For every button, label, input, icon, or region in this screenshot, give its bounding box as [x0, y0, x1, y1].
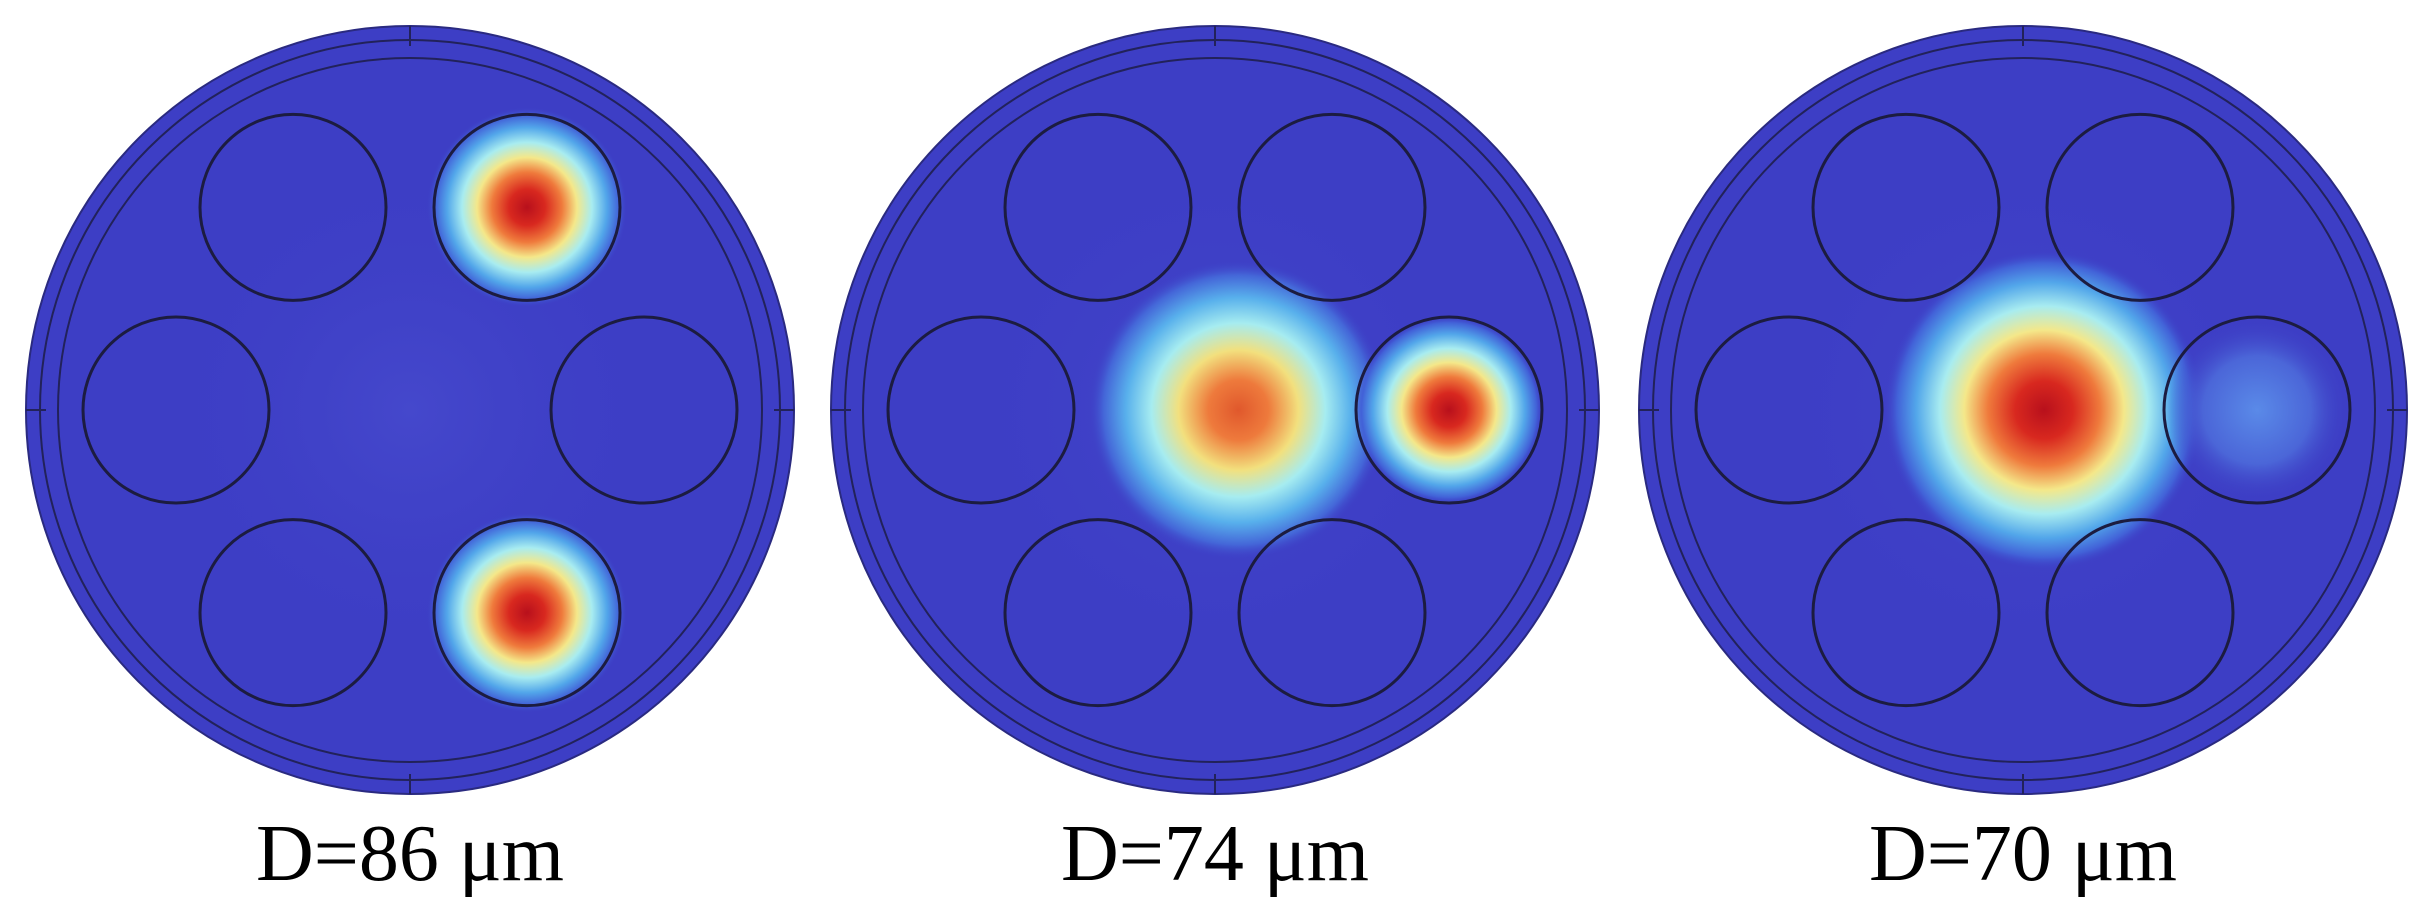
- mode-field: [427, 107, 627, 308]
- core: [886, 315, 1076, 505]
- core: [198, 112, 388, 302]
- panel-label: D=70 μm: [1869, 810, 2177, 898]
- core: [81, 315, 271, 505]
- core: [1237, 518, 1427, 708]
- mode-field: [2167, 320, 2347, 500]
- core: [1354, 315, 1544, 505]
- core: [2045, 518, 2235, 708]
- core: [1003, 112, 1193, 302]
- core: [1237, 112, 1427, 302]
- mode-field: [1088, 260, 1389, 560]
- core: [1694, 315, 1884, 505]
- core: [549, 315, 739, 505]
- mode-field: [1354, 315, 1544, 505]
- core: [198, 518, 388, 708]
- fiber-panel: D=86 μm: [25, 25, 795, 898]
- core: [1003, 518, 1193, 708]
- fiber-panel: D=70 μm: [1638, 25, 2408, 898]
- mode-field: [427, 512, 627, 713]
- core: [1811, 112, 2001, 302]
- core: [432, 518, 622, 708]
- mode-field: [1884, 250, 2205, 570]
- inner-ring: [862, 57, 1568, 763]
- core: [2045, 112, 2235, 302]
- panel-label: D=86 μm: [256, 810, 564, 898]
- core: [1811, 518, 2001, 708]
- panel-label: D=74 μm: [1061, 810, 1369, 898]
- core: [2162, 315, 2352, 505]
- inner-ring: [1670, 57, 2376, 763]
- core: [432, 112, 622, 302]
- inner-ring: [57, 57, 763, 763]
- fiber-panel: D=74 μm: [830, 25, 1600, 898]
